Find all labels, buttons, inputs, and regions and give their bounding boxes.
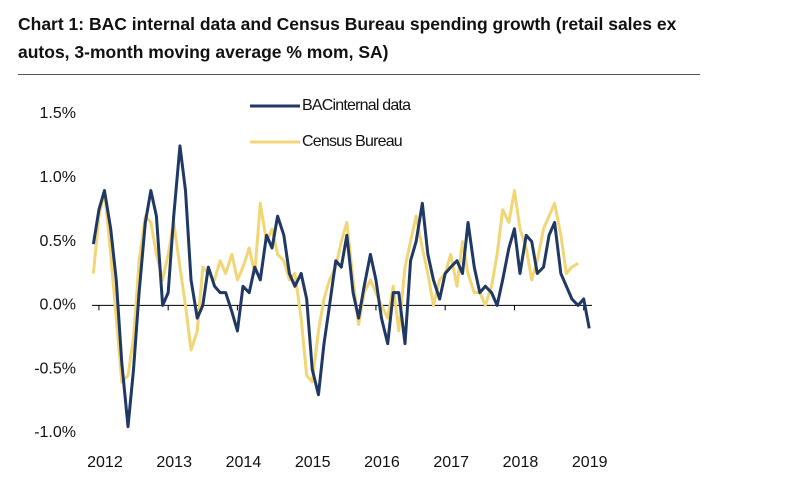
series-line	[91, 189, 579, 384]
y-tick-label: 0.0%	[40, 297, 76, 314]
y-tick-label: 0.5%	[40, 233, 76, 250]
x-tick-label: 2013	[156, 454, 192, 471]
x-tick-label: 2017	[433, 454, 469, 471]
y-tick-label: -1.0%	[34, 424, 76, 441]
y-tick-label: -0.5%	[34, 360, 76, 377]
chart-title: Chart 1: BAC internal data and Census Bu…	[18, 14, 677, 62]
x-tick-label: 2016	[364, 454, 400, 471]
legend-label: Census Bureau	[302, 133, 402, 150]
legend-label: BACinternal data	[302, 97, 411, 114]
x-tick-label: 2015	[295, 454, 331, 471]
series-line	[91, 144, 591, 429]
x-tick-label: 2012	[87, 454, 123, 471]
y-tick-label: 1.5%	[40, 105, 76, 122]
x-tick-label: 2019	[572, 454, 608, 471]
x-tick-label: 2018	[503, 454, 539, 471]
y-tick-label: 1.0%	[40, 169, 76, 186]
x-tick-label: 2014	[226, 454, 262, 471]
title-rule	[18, 74, 700, 75]
